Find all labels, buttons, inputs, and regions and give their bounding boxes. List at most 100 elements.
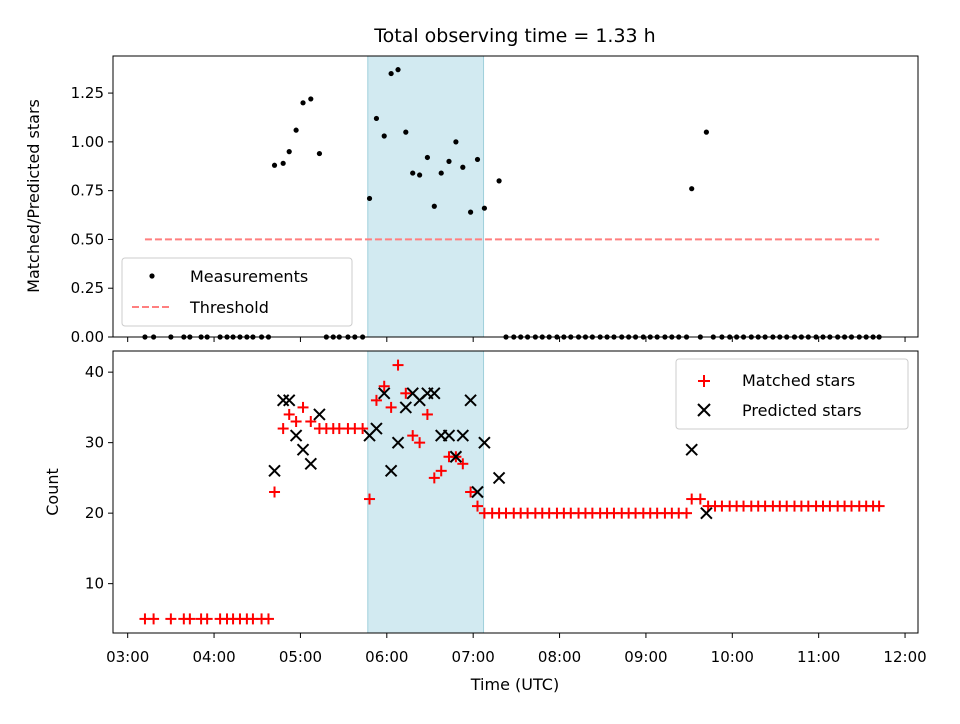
predicted-star-point — [391, 436, 405, 449]
predicted-star-b — [478, 436, 491, 449]
y-tick-label: 1.00 — [71, 133, 104, 151]
legend-matched-label: Matched stars — [742, 371, 855, 390]
matched-star-point — [290, 416, 302, 427]
legend-threshold-label: Threshold — [189, 298, 269, 317]
matched-star-point — [873, 500, 885, 512]
legend-matched-marker — [698, 375, 710, 387]
predicted-star-b — [282, 394, 296, 407]
predicted-star-point — [492, 471, 506, 485]
y-tick-label: 0.50 — [71, 230, 104, 248]
x-tick-label: 08:00 — [538, 648, 581, 666]
matched-star-point — [392, 359, 404, 371]
measurement-point — [453, 139, 459, 145]
predicted-star-b — [370, 422, 383, 435]
predicted-star-b — [442, 429, 456, 442]
measurement-point — [410, 170, 416, 176]
measurement-point — [417, 172, 423, 178]
matched-star-point — [681, 507, 693, 519]
count-legend-box — [675, 358, 909, 430]
predicted-star-point — [700, 506, 713, 520]
matched-star-point — [370, 394, 382, 406]
matched-star-point — [428, 472, 440, 484]
measurement-point — [467, 209, 474, 215]
ratio-panel: 0.00 0.25 0.50 0.75 1.00 1.25 — [71, 55, 919, 346]
predicted-star-b — [384, 464, 398, 478]
x-tick-label: 09:00 — [624, 648, 667, 666]
matched-star-point — [165, 613, 177, 625]
predicted-star-point — [449, 450, 463, 463]
measurement-point — [424, 154, 430, 161]
measurement-point — [280, 160, 286, 166]
predicted-star-b — [289, 429, 303, 442]
measurement-point — [496, 178, 502, 184]
matched-star-point — [400, 387, 412, 399]
predicted-star-b — [700, 506, 713, 520]
measurement-point — [316, 150, 323, 157]
ratio-legend-box — [121, 257, 353, 327]
predicted-star-b — [406, 387, 419, 400]
matched-star-point — [435, 465, 447, 477]
ratio-y-axis-label: Matched/Predicted stars — [24, 99, 43, 293]
predicted-star-point — [384, 464, 398, 478]
matched-star-point — [184, 613, 196, 625]
count-y-axis-label: Count — [43, 468, 62, 516]
matched-star-point — [269, 486, 281, 498]
predicted-star-b — [304, 457, 318, 471]
matched-star-point — [297, 401, 309, 413]
legend-predicted-label: Predicted stars — [742, 401, 862, 420]
predicted-star-point — [399, 401, 413, 414]
observing-span — [367, 55, 485, 338]
y-tick-label: 30 — [85, 434, 104, 452]
predicted-star-b — [268, 464, 281, 478]
measurement-point — [395, 67, 401, 73]
predicted-star-b — [399, 401, 413, 414]
y-tick-label: 0.25 — [71, 279, 104, 297]
measurement-point — [366, 195, 373, 202]
chart-title: Total observing time = 1.33 h — [373, 25, 655, 47]
x-tick-label: 11:00 — [797, 648, 840, 666]
measurement-point — [388, 70, 394, 77]
matched-star-point — [283, 408, 295, 420]
matched-star-point — [385, 401, 397, 413]
measurement-point — [438, 170, 444, 176]
measurement-point — [481, 205, 488, 211]
x-tick-label: 07:00 — [452, 648, 495, 666]
x-axis-ticks: 03:00 04:00 05:00 06:00 07:00 08:00 09:00 10:00… — [106, 648, 927, 666]
measurement-point — [308, 96, 314, 102]
legend-measurements-label: Measurements — [190, 267, 308, 286]
predicted-star-b — [313, 408, 326, 421]
predicted-star-b — [428, 387, 441, 400]
axes-frame — [112, 350, 919, 634]
predicted-star-b — [391, 436, 405, 449]
predicted-star-point — [442, 429, 456, 442]
ratio-legend: Measurements Threshold — [121, 257, 353, 327]
matched-star-point — [694, 493, 706, 505]
matched-star-point — [457, 458, 469, 470]
predicted-star-b — [378, 387, 391, 400]
matched-star-point — [262, 613, 274, 625]
matched-star-point — [277, 423, 289, 435]
matched-star-point — [378, 380, 390, 392]
matched-star-point — [305, 416, 317, 427]
y-tick-label: 0.00 — [71, 328, 104, 346]
x-axis-label: Time (UTC) — [470, 675, 559, 694]
measurement-point — [446, 158, 452, 164]
predicted-star-point — [456, 429, 470, 442]
predicted-star-point — [471, 485, 484, 499]
x-tick-label: 05:00 — [279, 648, 322, 666]
predicted-star-point — [478, 436, 491, 449]
x-tick-label: 06:00 — [365, 648, 408, 666]
measurement-point — [271, 162, 278, 168]
observing-span — [367, 350, 485, 634]
matched-star-point — [414, 437, 426, 449]
predicted-star-point — [276, 394, 290, 407]
matched-star-point — [465, 486, 477, 498]
predicted-star-b — [471, 485, 484, 499]
y-tick-label: 0.75 — [71, 182, 104, 200]
x-tick-label: 03:00 — [106, 648, 149, 666]
x-tick-label: 10:00 — [711, 648, 754, 666]
predicted-star-point — [304, 457, 318, 471]
legend-predicted-marker — [697, 403, 711, 417]
measurement-point — [293, 127, 299, 133]
